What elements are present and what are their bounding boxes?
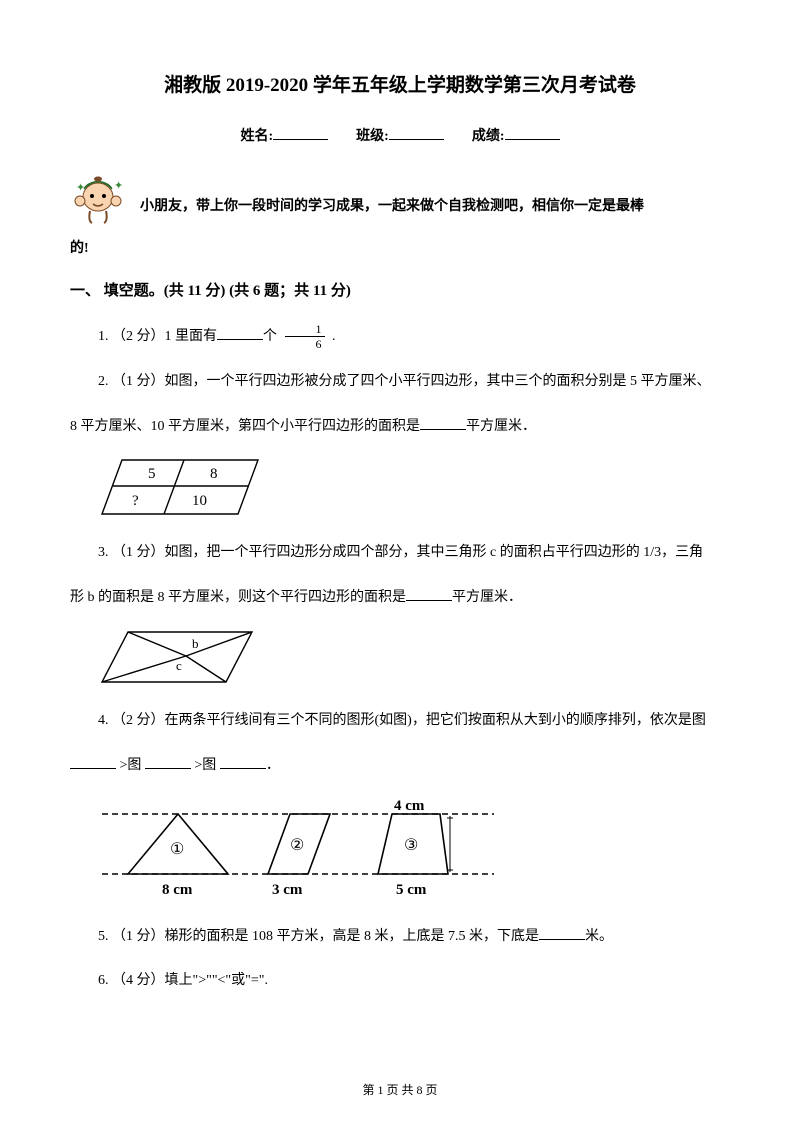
label-score: 成绩: — [472, 129, 505, 144]
q1-text-c: . — [329, 329, 336, 344]
info-line: 姓名: 班级: 成绩: — [70, 125, 730, 145]
question-3: 3. （1 分）如图，把一个平行四边形分成四个部分，其中三角形 c 的面积占平行… — [70, 538, 730, 569]
label-b: b — [192, 636, 199, 651]
question-4-cont: >图 >图 ． — [70, 751, 730, 782]
q1-text-a: 1. （2 分）1 里面有 — [98, 329, 217, 344]
q2-text-c: 平方厘米． — [466, 419, 536, 434]
label-class: 班级: — [356, 129, 389, 144]
circ-2: ② — [290, 837, 304, 854]
q4-text-d: ． — [266, 758, 280, 773]
q5-blank[interactable] — [539, 928, 585, 940]
q4-blank-3[interactable] — [220, 757, 266, 769]
page-footer: 第 1 页 共 8 页 — [0, 1081, 800, 1098]
blank-class[interactable] — [389, 126, 444, 140]
figure-3: ① 8 cm ② 3 cm ③ 4 cm 5 cm — [98, 794, 730, 904]
section-heading: 一、 填空题。(共 11 分) (共 6 题；共 11 分) — [70, 279, 730, 300]
q1-blank[interactable] — [217, 328, 263, 340]
bottom-3: 5 cm — [396, 882, 427, 898]
figure-1: 5 8 ? 10 — [98, 454, 730, 520]
fraction-icon: 16 — [285, 323, 325, 350]
cell-3: ? — [132, 493, 139, 509]
q2-blank[interactable] — [420, 418, 466, 430]
q5-text-a: 5. （1 分）梯形的面积是 108 平方米，高是 8 米，上底是 7.5 米，… — [98, 929, 539, 944]
q1-text-b: 个 — [263, 329, 277, 344]
intro-cont: 的! — [70, 237, 730, 257]
question-2: 2. （1 分）如图，一个平行四边形被分成了四个小平行四边形，其中三个的面积分别… — [70, 367, 730, 398]
blank-name[interactable] — [273, 126, 328, 140]
q2-text-b: 8 平方厘米、10 平方厘米，第四个小平行四边形的面积是 — [70, 419, 420, 434]
question-4: 4. （2 分）在两条平行线间有三个不同的图形(如图)，把它们按面积从大到小的顺… — [70, 706, 730, 737]
label-c: c — [176, 658, 182, 673]
circ-3: ③ — [404, 837, 418, 854]
q4-blank-1[interactable] — [70, 757, 116, 769]
intro-text: 小朋友，带上你一段时间的学习成果，一起来做个自我检测吧，相信你一定是最棒 — [140, 192, 644, 227]
circ-1: ① — [170, 841, 184, 858]
blank-score[interactable] — [505, 126, 560, 140]
question-2-cont: 8 平方厘米、10 平方厘米，第四个小平行四边形的面积是 平方厘米． — [70, 412, 730, 443]
page-title: 湘教版 2019-2020 学年五年级上学期数学第三次月考试卷 — [70, 70, 730, 97]
question-3-cont: 形 b 的面积是 8 平方厘米，则这个平行四边形的面积是 平方厘米． — [70, 583, 730, 614]
cell-4: 10 — [192, 493, 207, 509]
bottom-2: 3 cm — [272, 882, 303, 898]
q3-text-c: 平方厘米． — [452, 590, 522, 605]
figure-2: b c — [98, 626, 730, 688]
q4-blank-2[interactable] — [145, 757, 191, 769]
q3-blank[interactable] — [406, 589, 452, 601]
question-6: 6. （4 分）填上">""<"或"=". — [70, 966, 730, 997]
q3-text-b: 形 b 的面积是 8 平方厘米，则这个平行四边形的面积是 — [70, 590, 406, 605]
svg-text:✦: ✦ — [114, 180, 123, 192]
mascot-row: ✦ ✦ 小朋友，带上你一段时间的学习成果，一起来做个自我检测吧，相信你一定是最棒 — [70, 171, 730, 227]
top-label: 4 cm — [394, 798, 425, 814]
cell-1: 5 — [148, 466, 156, 482]
q4-text-b: >图 — [116, 758, 145, 773]
q5-text-b: 米。 — [585, 929, 613, 944]
q4-text-c: >图 — [191, 758, 220, 773]
mascot-icon: ✦ ✦ — [70, 171, 126, 227]
cell-2: 8 — [210, 466, 218, 482]
question-5: 5. （1 分）梯形的面积是 108 平方米，高是 8 米，上底是 7.5 米，… — [70, 922, 730, 953]
svg-text:✦: ✦ — [76, 182, 85, 194]
question-1: 1. （2 分）1 里面有 个 16 . — [70, 322, 730, 353]
bottom-1: 8 cm — [162, 882, 193, 898]
label-name: 姓名: — [240, 129, 273, 144]
